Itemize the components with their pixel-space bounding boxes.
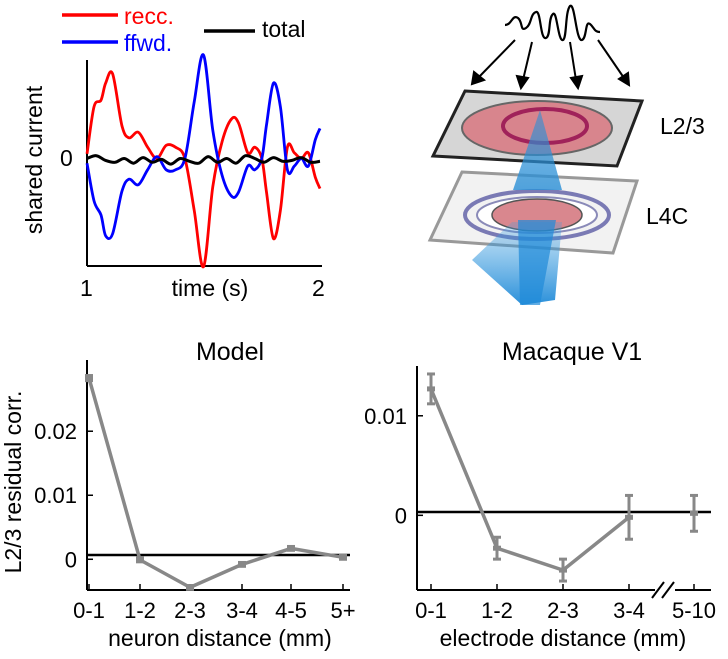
series-line xyxy=(87,377,344,590)
y-axis-label: L2/3 residual corr. xyxy=(0,391,26,574)
y-tick-label: 0.02 xyxy=(34,419,77,444)
layer-label-l23: L2/3 xyxy=(660,113,705,139)
y-axis-label: shared current xyxy=(21,85,47,234)
x-axis-label: neuron distance (mm) xyxy=(108,625,332,651)
y-ticks: 00.01 xyxy=(364,404,423,528)
x-tick-label: 2-3 xyxy=(174,598,206,623)
legend-label-total: total xyxy=(262,16,305,42)
y-tick-label: 0 xyxy=(65,547,77,572)
series-group xyxy=(427,372,698,583)
data-point xyxy=(186,584,194,591)
data-marker xyxy=(287,545,295,551)
data-marker xyxy=(427,386,435,392)
x-tick-label: 3-4 xyxy=(226,598,258,623)
x-tick-label: 0-1 xyxy=(73,598,105,623)
y-tick-label-0: 0 xyxy=(60,145,73,171)
series-line-recc xyxy=(85,70,322,269)
data-marker xyxy=(690,510,698,516)
y-tick-label: 0.01 xyxy=(364,404,407,429)
panel-model: Model 0 0.01 0.02 0-1 1-2 2-3 3-4 4-5 5+ neuron… xyxy=(0,338,356,651)
series-group xyxy=(85,53,322,269)
panel-title: Model xyxy=(196,338,264,366)
series-group xyxy=(85,374,347,591)
data-point xyxy=(339,553,347,561)
x-tick-label: 3-4 xyxy=(613,598,645,623)
input-waveform xyxy=(504,4,601,42)
data-point xyxy=(238,560,246,568)
legend-label-ffwd: ffwd. xyxy=(124,30,172,56)
panel-macaque: Macaque V1 00.01 0-1 1-2 2-3 3-4 5-10 electr… xyxy=(364,338,716,651)
x-tick-label: 5+ xyxy=(330,598,355,623)
series-line-ffwd xyxy=(85,53,322,241)
y-tick-label: 0 xyxy=(395,503,407,528)
x-axis-label: time (s) xyxy=(172,275,249,301)
panel-shared-current: recc. ffwd. total 0 1 2 time (s) shared … xyxy=(21,3,325,301)
data-marker xyxy=(625,514,633,520)
series-line-total xyxy=(86,154,321,166)
layer-label-l4c: L4C xyxy=(646,203,688,229)
data-point xyxy=(427,372,435,406)
data-point xyxy=(136,556,144,564)
data-point xyxy=(493,535,501,561)
x-tick-label: 2-3 xyxy=(547,598,579,623)
data-point xyxy=(85,374,93,383)
x-ticks: 0-1 1-2 2-3 3-4 4-5 5+ xyxy=(73,584,356,623)
data-point xyxy=(690,493,698,533)
y-tick-label: 0.01 xyxy=(34,483,77,508)
x-tick-label: 4-5 xyxy=(275,598,307,623)
data-marker xyxy=(238,561,246,567)
data-point xyxy=(559,557,567,583)
x-ticks: 0-1 1-2 2-3 3-4 5-10 xyxy=(415,584,716,623)
y-ticks: 0 0.01 0.02 xyxy=(34,419,93,572)
legend: recc. ffwd. total xyxy=(62,3,305,56)
input-arrows xyxy=(470,39,631,91)
x-tick-label: 1-2 xyxy=(124,598,156,623)
data-marker xyxy=(493,545,501,551)
data-marker xyxy=(339,554,347,560)
data-point xyxy=(287,544,295,552)
data-marker xyxy=(85,375,93,381)
legend-label-recc: recc. xyxy=(124,3,174,29)
x-axis-label: electrode distance (mm) xyxy=(440,625,687,651)
projection-cone-lower-core xyxy=(518,220,556,305)
x-tick-label: 1-2 xyxy=(481,598,513,623)
series-line xyxy=(429,388,631,572)
axis-break-mark xyxy=(651,581,675,599)
data-marker xyxy=(186,584,194,590)
data-marker xyxy=(559,567,567,573)
data-point xyxy=(625,493,633,541)
x-tick-label: 5-10 xyxy=(672,598,716,623)
projection-cone-upper xyxy=(513,110,562,190)
diagram-layers: L2/3 L4C xyxy=(427,4,705,305)
data-marker xyxy=(136,557,144,563)
panel-title: Macaque V1 xyxy=(502,338,642,366)
x-tick-label: 0-1 xyxy=(415,598,447,623)
x-tick-label-2: 2 xyxy=(312,275,325,301)
x-tick-label-1: 1 xyxy=(80,275,93,301)
